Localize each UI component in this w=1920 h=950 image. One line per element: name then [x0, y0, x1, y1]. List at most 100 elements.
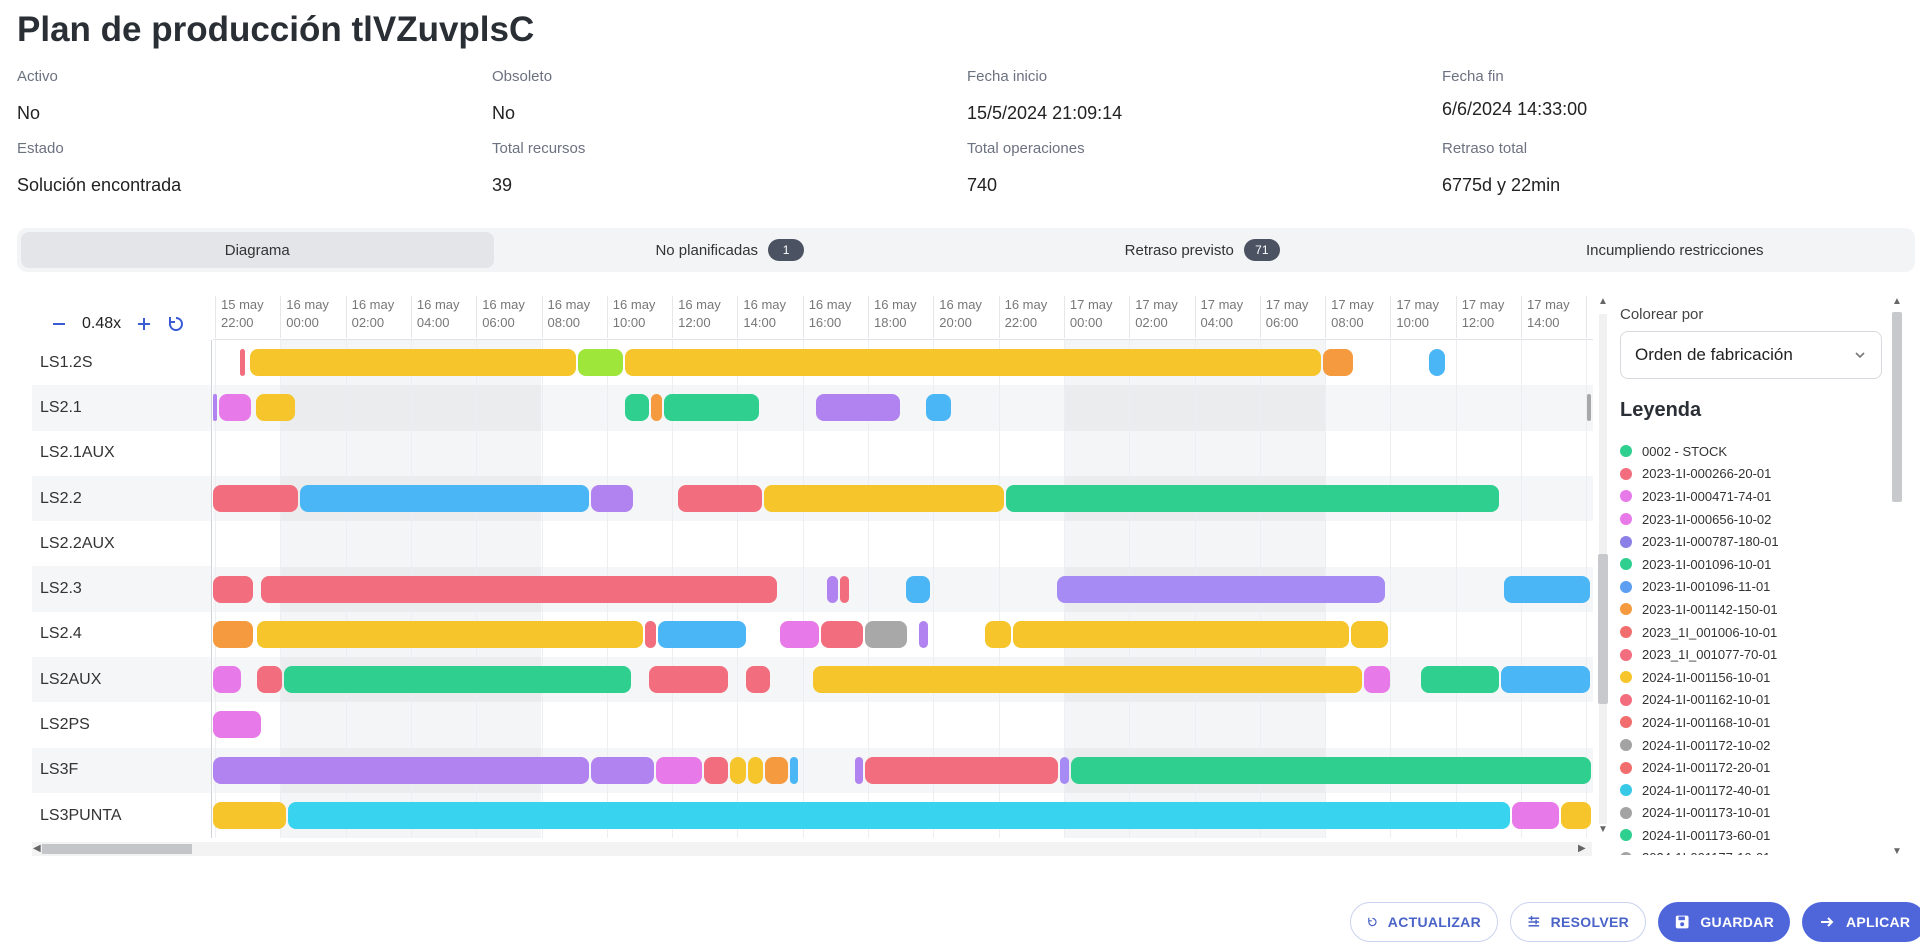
operation-bar[interactable] — [591, 756, 655, 784]
operation-bar[interactable] — [1005, 484, 1500, 512]
operation-bar[interactable] — [854, 756, 864, 784]
operation-bar[interactable] — [1323, 349, 1353, 376]
gantt-horizontal-scrollbar[interactable]: ◀ ▶ — [32, 842, 1592, 856]
operation-bar[interactable] — [1012, 620, 1349, 648]
operation-bar[interactable] — [213, 620, 254, 648]
scroll-thumb[interactable] — [42, 844, 192, 854]
operation-bar[interactable] — [815, 394, 900, 422]
operation-bar[interactable] — [677, 484, 763, 512]
scroll-up-icon[interactable]: ▲ — [1598, 296, 1608, 307]
operation-bar[interactable] — [864, 620, 908, 648]
operation-bar[interactable] — [746, 666, 771, 694]
operation-bar[interactable] — [257, 666, 282, 694]
operation-bar[interactable] — [1511, 802, 1560, 829]
operation-bar[interactable] — [839, 575, 849, 603]
operation-bar[interactable] — [748, 756, 763, 784]
operation-bar[interactable] — [820, 620, 863, 648]
scroll-down-icon[interactable]: ▼ — [1598, 824, 1608, 835]
operation-bar[interactable] — [624, 349, 1322, 376]
save-button[interactable]: GUARDAR — [1658, 902, 1790, 942]
scroll-up-icon[interactable]: ▲ — [1892, 296, 1902, 307]
operation-bar[interactable] — [764, 756, 789, 784]
operation-bar[interactable] — [255, 394, 296, 422]
operation-bar[interactable] — [218, 394, 252, 422]
color-by-select[interactable]: Orden de fabricación — [1620, 331, 1882, 379]
scroll-down-icon[interactable]: ▼ — [1892, 846, 1902, 857]
gantt-vertical-scrollbar[interactable]: ▲ ▼ — [1595, 294, 1611, 838]
resource-row[interactable]: LS2.3 — [32, 566, 211, 612]
operation-bar[interactable] — [790, 756, 799, 784]
operation-bar[interactable] — [213, 484, 298, 512]
scroll-thumb[interactable] — [1892, 312, 1902, 502]
operation-bar[interactable] — [656, 756, 702, 784]
operation-bar[interactable] — [925, 394, 952, 422]
operation-bar[interactable] — [577, 349, 623, 376]
scroll-left-icon[interactable]: ◀ — [33, 843, 41, 854]
scroll-right-icon[interactable]: ▶ — [1578, 843, 1586, 854]
tab-violating-constraints[interactable]: Incumpliendo restricciones — [1439, 232, 1912, 268]
operation-bar[interactable] — [257, 620, 644, 648]
operation-bar[interactable] — [1350, 620, 1389, 648]
zoom-in-button[interactable] — [131, 311, 157, 337]
scroll-thumb[interactable] — [1598, 554, 1608, 704]
operation-bar[interactable] — [287, 802, 1510, 829]
operation-bar[interactable] — [260, 575, 777, 603]
resource-row[interactable]: LS2AUX — [32, 657, 211, 703]
operation-bar[interactable] — [1060, 756, 1070, 784]
operation-bar[interactable] — [624, 394, 649, 422]
operation-bar[interactable] — [213, 802, 286, 829]
legend-scrollbar[interactable]: ▲ ▼ — [1890, 294, 1904, 864]
operation-bar[interactable] — [650, 394, 662, 422]
operation-bar[interactable] — [1561, 802, 1591, 829]
operation-bar[interactable] — [250, 349, 576, 376]
operation-bar[interactable] — [865, 756, 1059, 784]
operation-bar[interactable] — [1504, 575, 1590, 603]
zoom-out-button[interactable] — [46, 311, 72, 337]
resource-row[interactable]: LS2.2AUX — [40, 534, 115, 552]
tab-expected-delay[interactable]: Retraso previsto 71 — [966, 232, 1439, 268]
operation-bar[interactable] — [213, 394, 217, 422]
operation-bar[interactable] — [645, 620, 656, 648]
operation-bar[interactable] — [663, 394, 759, 422]
operation-bar[interactable] — [657, 620, 747, 648]
operation-bar[interactable] — [1428, 349, 1445, 376]
operation-bar[interactable] — [648, 666, 729, 694]
operation-bar[interactable] — [239, 349, 246, 376]
operation-bar[interactable] — [213, 666, 241, 694]
operation-bar[interactable] — [213, 711, 261, 739]
operation-bar[interactable] — [1364, 666, 1391, 694]
operation-bar[interactable] — [919, 620, 929, 648]
operation-bar[interactable] — [1421, 666, 1500, 694]
operation-bar[interactable] — [299, 484, 589, 512]
operation-bar[interactable] — [779, 620, 819, 648]
operation-bar[interactable] — [703, 756, 729, 784]
resource-row[interactable]: LS2.1AUX — [40, 444, 115, 462]
resource-row[interactable]: LS2PS — [40, 716, 90, 734]
operation-bar[interactable] — [985, 620, 1011, 648]
zoom-reset-button[interactable] — [163, 311, 189, 337]
operation-bar[interactable] — [1071, 756, 1591, 784]
operation-bar[interactable] — [590, 484, 634, 512]
operation-bar[interactable] — [764, 484, 1004, 512]
operation-bar[interactable] — [1057, 575, 1386, 603]
resource-row[interactable]: LS3F — [32, 747, 211, 793]
resource-row[interactable]: LS3PUNTA — [40, 806, 122, 824]
operation-bar[interactable] — [283, 666, 631, 694]
operation-bar[interactable] — [213, 575, 254, 603]
operation-bar[interactable] — [1501, 666, 1590, 694]
resource-row[interactable]: LS2.2 — [32, 475, 211, 522]
operation-bar[interactable] — [906, 575, 931, 603]
operation-bar[interactable] — [826, 575, 838, 603]
operation-bar[interactable] — [1587, 394, 1592, 422]
tab-unplanned[interactable]: No planificadas 1 — [494, 232, 967, 268]
resource-row[interactable]: LS1.2S — [40, 353, 93, 371]
operation-bar[interactable] — [730, 756, 747, 784]
resource-row[interactable]: LS2.4 — [40, 625, 82, 643]
solve-button[interactable]: RESOLVER — [1510, 902, 1646, 942]
operation-bar[interactable] — [213, 756, 590, 784]
operation-bar[interactable] — [813, 666, 1363, 694]
apply-button[interactable]: APLICAR — [1802, 902, 1920, 942]
tab-diagram[interactable]: Diagrama — [21, 232, 494, 268]
refresh-button[interactable]: ACTUALIZAR — [1350, 902, 1498, 942]
resource-row[interactable]: LS2.1 — [32, 385, 211, 431]
